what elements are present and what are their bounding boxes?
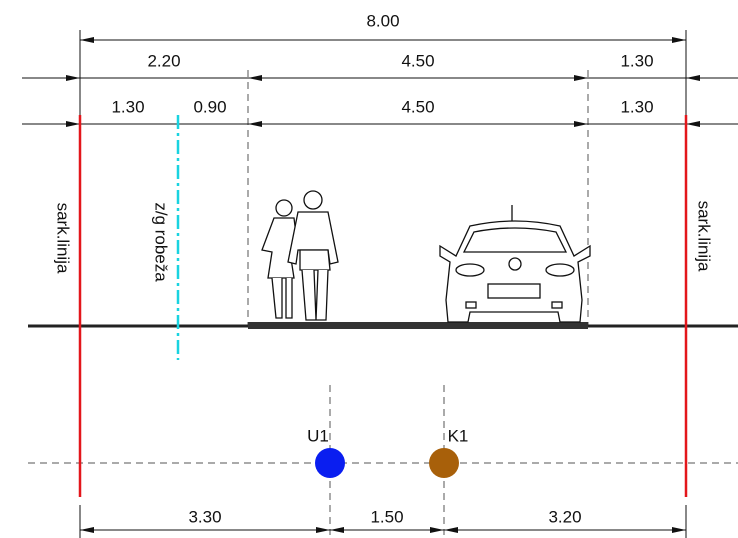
drawing-element xyxy=(487,283,541,299)
drawing-element xyxy=(455,263,485,277)
dim-label: 0.90 xyxy=(193,97,226,116)
drawing-element xyxy=(462,227,568,253)
drawing-element xyxy=(248,322,588,329)
drawing-element xyxy=(465,301,477,309)
shape-circle xyxy=(275,199,293,217)
shape-circle xyxy=(315,448,345,478)
dim-total: 8.00 xyxy=(366,11,399,30)
dim-label: 4.50 xyxy=(401,51,434,70)
dim-label: 1.30 xyxy=(111,97,144,116)
drawing-element xyxy=(299,249,331,271)
shape-circle xyxy=(508,257,522,271)
drawing-element xyxy=(551,301,563,309)
dim-label: 1.30 xyxy=(620,97,653,116)
drawing-element xyxy=(545,263,575,277)
line-label: sark.linija xyxy=(54,203,73,274)
dim-label: 3.20 xyxy=(548,507,581,526)
dim-label: 2.20 xyxy=(147,51,180,70)
drawing-element xyxy=(271,277,293,319)
shape-circle xyxy=(303,190,323,210)
structure xyxy=(22,30,738,538)
dim-label: 3.30 xyxy=(188,507,221,526)
dim-label: 1.30 xyxy=(620,51,653,70)
dim-label: 1.50 xyxy=(370,507,403,526)
point-label: K1 xyxy=(448,426,469,445)
shape-circle xyxy=(429,448,459,478)
line-label: sark.linija xyxy=(695,201,714,272)
boundary-label: z/g robeža xyxy=(152,202,171,282)
point-label: U1 xyxy=(307,426,329,445)
dim-label: 4.50 xyxy=(401,97,434,116)
drawing-element xyxy=(301,269,329,321)
